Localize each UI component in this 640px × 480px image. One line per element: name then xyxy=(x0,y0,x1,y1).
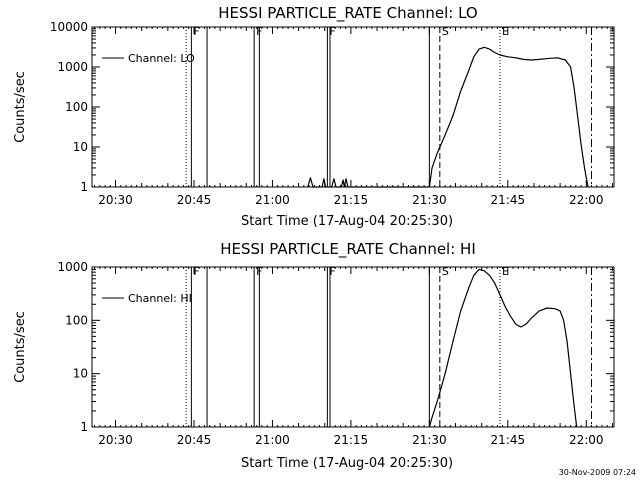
hi-flag-label: F xyxy=(193,265,199,278)
hi-x-tick-label: 22:00 xyxy=(569,433,604,447)
hi-x-tick-label: 20:45 xyxy=(177,433,212,447)
lo-x-tick-label: 22:00 xyxy=(569,193,604,207)
lo-channel-panel: HESSI PARTICLE_RATE Channel: LO Start Ti… xyxy=(13,4,615,229)
hi-x-tick-label: 20:30 xyxy=(98,433,133,447)
lo-panel-title: HESSI PARTICLE_RATE Channel: LO xyxy=(218,4,477,23)
lo-x-axis-label: Start Time (17-Aug-04 20:25:30) xyxy=(241,214,453,229)
lo-x-tick-label: 21:45 xyxy=(491,193,526,207)
hi-x-tick-label: 21:00 xyxy=(255,433,290,447)
hi-channel-panel: HESSI PARTICLE_RATE Channel: HI Start Ti… xyxy=(13,240,615,471)
hi-flag-label: S xyxy=(442,265,449,278)
hi-x-axis-label: Start Time (17-Aug-04 20:25:30) xyxy=(241,456,453,471)
hi-legend-label: Channel: HI xyxy=(128,292,192,305)
lo-series-line xyxy=(307,46,589,188)
lo-y-tick-label: 10 xyxy=(73,140,88,154)
hi-panel-title: HESSI PARTICLE_RATE Channel: HI xyxy=(220,240,476,259)
hi-x-tick-label: 21:30 xyxy=(412,433,447,447)
lo-y-tick-label: 1 xyxy=(80,180,88,194)
lo-flag-label: F xyxy=(193,25,199,38)
hi-flag-label: E xyxy=(502,265,509,278)
hi-plot-frame xyxy=(91,266,615,428)
lo-flag-label: S xyxy=(442,25,449,38)
lo-x-tick-label: 21:30 xyxy=(412,193,447,207)
lo-flag-label: E xyxy=(502,25,509,38)
lo-y-tick-label: 1000 xyxy=(57,60,88,74)
generation-timestamp: 30-Nov-2009 07:24 xyxy=(559,468,636,477)
lo-x-tick-label: 21:00 xyxy=(255,193,290,207)
hi-x-tick-label: 21:15 xyxy=(334,433,369,447)
hi-y-tick-label: 10 xyxy=(73,367,88,381)
lo-legend-label: Channel: LO xyxy=(128,52,195,65)
lo-x-tick-label: 21:15 xyxy=(334,193,369,207)
hi-y-tick-label: 1000 xyxy=(57,260,88,274)
lo-y-tick-label: 100 xyxy=(65,100,88,114)
hi-y-tick-label: 100 xyxy=(65,313,88,327)
lo-x-tick-label: 20:30 xyxy=(98,193,133,207)
lo-flag-label: F xyxy=(329,25,335,38)
hi-y-tick-label: 1 xyxy=(80,420,88,434)
hi-series-line xyxy=(428,268,578,428)
hi-x-tick-label: 21:45 xyxy=(491,433,526,447)
lo-y-axis-label: Counts/sec xyxy=(13,71,28,143)
hi-flag-label: F xyxy=(329,265,335,278)
hi-y-axis-label: Counts/sec xyxy=(13,311,28,383)
lo-x-tick-label: 20:45 xyxy=(177,193,212,207)
lo-y-tick-label: 10000 xyxy=(50,20,88,34)
